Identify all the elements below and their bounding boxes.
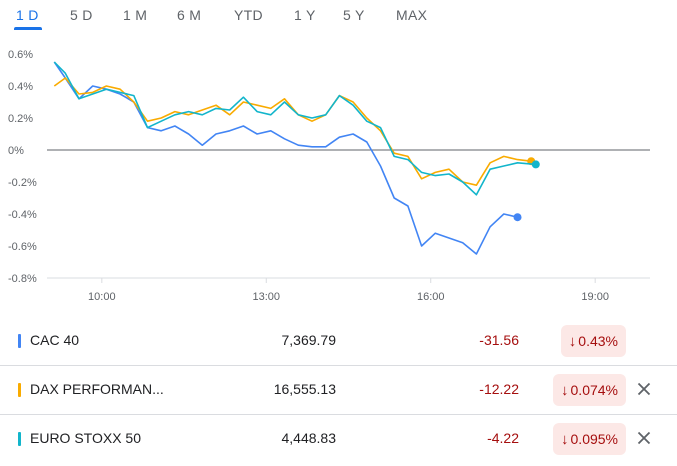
close-icon[interactable] xyxy=(633,378,655,400)
series-color-swatch xyxy=(18,383,21,397)
table-row-eurostoxx[interactable]: EURO STOXX 50 4,448.83 -4.22 ↓ 0.095% xyxy=(0,414,677,463)
arrow-down-icon: ↓ xyxy=(561,381,569,399)
close-icon[interactable] xyxy=(633,427,655,449)
series-line-2 xyxy=(53,61,536,196)
percent-change-badge: ↓ 0.074% xyxy=(553,374,626,406)
index-change: -4.22 xyxy=(487,430,519,446)
tab-1d[interactable]: 1 D xyxy=(16,7,39,23)
series-end-marker-2 xyxy=(531,160,540,169)
percent-change-badge: ↓ 0.43% xyxy=(560,325,626,357)
y-tick-label: -0.6% xyxy=(8,241,37,253)
tab-max[interactable]: MAX xyxy=(396,7,428,23)
series-color-swatch xyxy=(18,432,21,446)
line-chart: 0.6% 0.4% 0.2% 0% -0.2% -0.4% -0.6% -0.8% 10:00 1… xyxy=(8,49,650,303)
tab-ytd[interactable]: YTD xyxy=(234,7,263,23)
percent-change-badge: ↓ 0.095% xyxy=(553,423,626,455)
y-tick-label: 0.2% xyxy=(8,113,33,125)
tab-1m[interactable]: 1 M xyxy=(123,7,148,23)
percent-change-value: 0.095% xyxy=(570,431,618,447)
table-row-cac40[interactable]: CAC 40 7,369.79 -31.56 ↓ 0.43% xyxy=(0,317,677,365)
active-tab-indicator xyxy=(14,27,42,30)
x-tick-label: 19:00 xyxy=(581,291,609,303)
y-tick-label: 0.4% xyxy=(8,81,33,93)
index-name: CAC 40 xyxy=(30,332,80,348)
percent-change-value: 0.43% xyxy=(578,333,618,349)
y-tick-label: -0.4% xyxy=(8,209,37,221)
series-end-marker-0 xyxy=(513,213,522,222)
tab-1y[interactable]: 1 Y xyxy=(294,7,316,23)
y-tick-label: 0.6% xyxy=(8,49,33,61)
index-price: 7,369.79 xyxy=(281,332,337,348)
y-tick-label: -0.8% xyxy=(8,273,37,285)
y-tick-label: 0% xyxy=(8,145,24,157)
y-tick-label: -0.2% xyxy=(8,177,37,189)
range-tabs: 1 D 5 D 1 M 6 M YTD 1 Y 5 Y MAX xyxy=(0,0,677,32)
arrow-down-icon: ↓ xyxy=(568,332,577,350)
series-line-1 xyxy=(53,77,532,186)
percent-change-value: 0.074% xyxy=(570,382,618,398)
x-tick-label: 13:00 xyxy=(253,291,281,303)
index-change: -12.22 xyxy=(479,381,519,397)
arrow-down-icon: ↓ xyxy=(561,430,569,448)
tab-6m[interactable]: 6 M xyxy=(177,7,202,23)
table-row-dax[interactable]: DAX PERFORMAN... 16,555.13 -12.22 ↓ 0.07… xyxy=(0,365,677,414)
index-name: DAX PERFORMAN... xyxy=(30,381,164,397)
index-name: EURO STOXX 50 xyxy=(30,430,142,446)
index-price: 16,555.13 xyxy=(273,381,336,397)
series-color-swatch xyxy=(18,334,21,348)
tab-5d[interactable]: 5 D xyxy=(70,7,93,23)
series-line-0 xyxy=(53,61,518,255)
index-change: -31.56 xyxy=(479,332,519,348)
x-tick-label: 16:00 xyxy=(417,291,445,303)
index-price: 4,448.83 xyxy=(281,430,337,446)
x-tick-label: 10:00 xyxy=(88,291,116,303)
tab-5y[interactable]: 5 Y xyxy=(343,7,365,23)
